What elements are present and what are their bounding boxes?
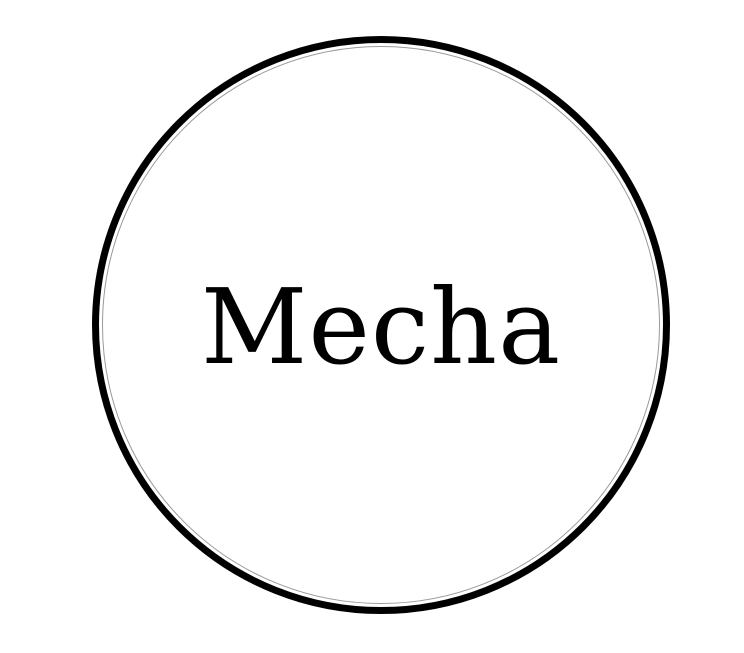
logo-wordmark: Mecha [200,266,562,388]
mecha-logo: Mecha [92,36,670,614]
logo-inner-ring [102,46,660,604]
